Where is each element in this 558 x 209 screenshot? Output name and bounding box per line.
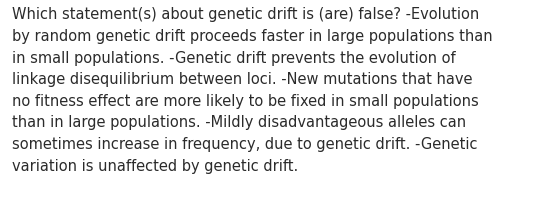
Text: Which statement(s) about genetic drift is (are) false? -Evolution
by random gene: Which statement(s) about genetic drift i… (12, 7, 493, 173)
